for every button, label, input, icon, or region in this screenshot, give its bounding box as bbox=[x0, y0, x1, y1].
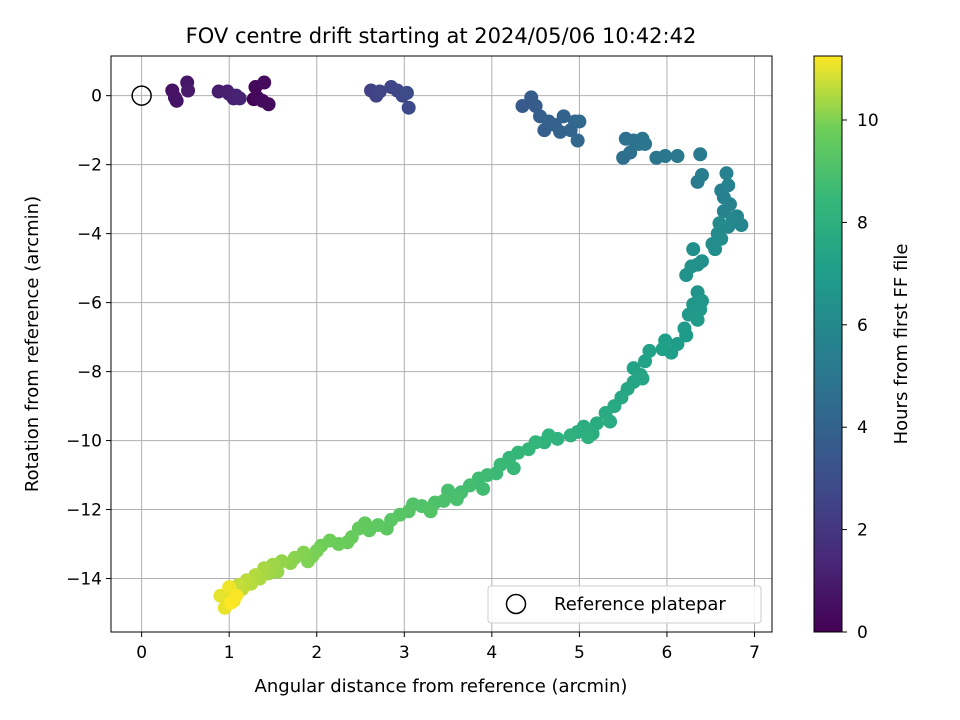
data-point bbox=[506, 461, 521, 476]
data-point bbox=[570, 133, 585, 148]
data-point bbox=[581, 430, 596, 445]
y-tick-label: −14 bbox=[66, 570, 102, 590]
data-point bbox=[603, 414, 618, 429]
x-axis-label: Angular distance from reference (arcmin) bbox=[255, 676, 628, 697]
x-tick-label: 3 bbox=[399, 643, 410, 663]
data-point bbox=[572, 114, 587, 129]
data-point bbox=[223, 595, 238, 610]
data-point bbox=[399, 85, 414, 100]
data-point bbox=[623, 145, 638, 160]
data-point bbox=[476, 481, 491, 496]
data-point bbox=[708, 242, 723, 257]
scatter-points bbox=[165, 75, 749, 615]
colorbar-gradient bbox=[813, 55, 843, 633]
data-point bbox=[690, 312, 705, 327]
data-point bbox=[401, 100, 416, 115]
data-point bbox=[679, 268, 694, 283]
data-point bbox=[679, 328, 694, 343]
chart-title: FOV centre drift starting at 2024/05/06 … bbox=[186, 24, 697, 48]
data-point bbox=[257, 75, 272, 90]
data-point bbox=[694, 254, 709, 269]
x-axis-ticks: 0 1 2 3 4 5 6 7 bbox=[136, 632, 760, 663]
data-point bbox=[670, 149, 685, 164]
y-tick-label: −8 bbox=[77, 363, 102, 383]
plot-frame bbox=[110, 55, 773, 633]
data-point bbox=[638, 354, 653, 369]
data-point bbox=[423, 504, 438, 519]
data-point bbox=[638, 136, 653, 151]
x-tick-label: 0 bbox=[136, 643, 147, 663]
data-point bbox=[694, 167, 709, 182]
y-axis-ticks: 0 −2 −4 −6 −8 −10 −12 −14 bbox=[66, 87, 111, 590]
y-tick-label: −2 bbox=[77, 156, 102, 176]
y-tick-label: −12 bbox=[66, 501, 102, 521]
data-point bbox=[719, 166, 734, 181]
colorbar: 0 2 4 6 8 10 Hours from first FF file bbox=[813, 55, 912, 643]
data-point bbox=[213, 588, 228, 603]
legend-entry-reference: Reference platepar bbox=[554, 594, 726, 615]
data-point bbox=[515, 99, 530, 114]
x-tick-label: 1 bbox=[224, 643, 235, 663]
y-tick-label: −6 bbox=[77, 294, 102, 314]
data-point bbox=[658, 149, 673, 164]
data-point bbox=[372, 84, 387, 99]
data-point bbox=[635, 371, 650, 386]
data-point bbox=[449, 492, 464, 507]
colorbar-label: Hours from first FF file bbox=[891, 244, 912, 445]
data-point bbox=[556, 109, 571, 124]
y-tick-label: −4 bbox=[77, 225, 102, 245]
colorbar-tick-label: 10 bbox=[857, 111, 879, 131]
colorbar-ticks: 0 2 4 6 8 10 bbox=[842, 111, 879, 643]
x-tick-label: 7 bbox=[749, 643, 760, 663]
data-point bbox=[712, 216, 727, 231]
data-point bbox=[541, 428, 556, 443]
y-tick-label: −10 bbox=[66, 432, 102, 452]
data-point bbox=[563, 428, 578, 443]
data-point bbox=[181, 83, 196, 98]
y-tick-label: 0 bbox=[91, 87, 102, 107]
colorbar-tick-label: 8 bbox=[857, 213, 868, 233]
legend: Reference platepar bbox=[487, 585, 762, 624]
data-point bbox=[169, 93, 184, 108]
x-tick-label: 6 bbox=[662, 643, 673, 663]
x-tick-label: 2 bbox=[311, 643, 322, 663]
data-point bbox=[261, 97, 276, 112]
colorbar-tick-label: 0 bbox=[857, 623, 868, 643]
legend-box bbox=[487, 585, 762, 624]
data-point bbox=[655, 342, 670, 357]
x-tick-label: 5 bbox=[574, 643, 585, 663]
data-point bbox=[721, 178, 736, 193]
reference-marker bbox=[131, 85, 152, 106]
colorbar-tick-label: 4 bbox=[857, 418, 868, 438]
data-point bbox=[521, 442, 536, 457]
x-tick-label: 4 bbox=[486, 643, 497, 663]
data-point bbox=[232, 91, 247, 106]
colorbar-tick-label: 6 bbox=[857, 316, 868, 336]
data-point bbox=[553, 124, 568, 139]
data-point bbox=[686, 242, 701, 257]
y-axis-label: Rotation from reference (arcmin) bbox=[22, 196, 43, 492]
colorbar-tick-label: 2 bbox=[857, 521, 868, 541]
reference-point bbox=[131, 85, 152, 106]
data-point bbox=[693, 147, 708, 162]
legend-marker-reference bbox=[505, 593, 527, 615]
